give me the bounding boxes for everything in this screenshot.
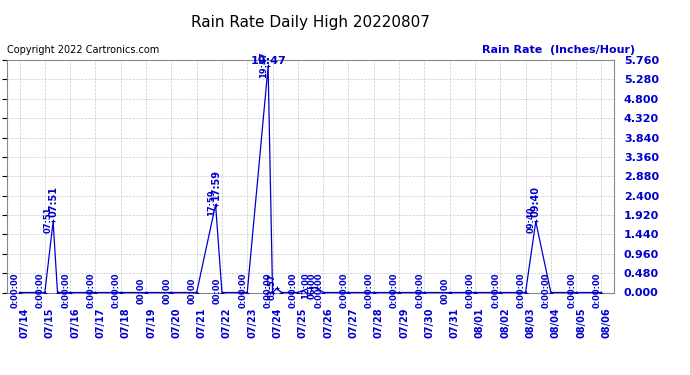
Text: Rain Rate  (Inches/Hour): Rain Rate (Inches/Hour) bbox=[482, 45, 635, 55]
Text: 07/27: 07/27 bbox=[348, 308, 358, 338]
Text: 07/25: 07/25 bbox=[298, 308, 308, 338]
Text: 09:40: 09:40 bbox=[531, 186, 541, 217]
Text: 0:00:00: 0:00:00 bbox=[289, 273, 298, 308]
Text: 08/06: 08/06 bbox=[602, 308, 611, 338]
Text: 07:51: 07:51 bbox=[44, 206, 53, 233]
Text: 07/23: 07/23 bbox=[247, 308, 257, 338]
Text: 0:00:00: 0:00:00 bbox=[264, 273, 273, 308]
Text: 0:00:00: 0:00:00 bbox=[365, 273, 374, 308]
Text: 0:00:00: 0:00:00 bbox=[61, 273, 70, 308]
Text: 19:47: 19:47 bbox=[250, 56, 286, 66]
Text: 19:47: 19:47 bbox=[259, 51, 268, 78]
Text: 07/28: 07/28 bbox=[374, 308, 384, 338]
Text: 07/20: 07/20 bbox=[171, 308, 181, 338]
Text: 00:00: 00:00 bbox=[441, 277, 450, 304]
Text: 07/17: 07/17 bbox=[95, 308, 106, 338]
Text: 09:40: 09:40 bbox=[526, 206, 535, 233]
Text: 08/05: 08/05 bbox=[576, 308, 586, 338]
Text: 17:59: 17:59 bbox=[210, 169, 221, 200]
Text: 06:00: 06:00 bbox=[308, 272, 317, 299]
Text: 07/15: 07/15 bbox=[45, 308, 55, 338]
Text: 07/14: 07/14 bbox=[19, 308, 30, 338]
Text: 03:57: 03:57 bbox=[268, 273, 277, 300]
Text: 00:00: 00:00 bbox=[213, 277, 222, 304]
Text: 0:00:00: 0:00:00 bbox=[415, 273, 424, 308]
Text: Copyright 2022 Cartronics.com: Copyright 2022 Cartronics.com bbox=[7, 45, 159, 55]
Text: 00:00: 00:00 bbox=[188, 277, 197, 304]
Text: 07/18: 07/18 bbox=[121, 308, 130, 338]
Text: 0:00:00: 0:00:00 bbox=[466, 273, 475, 308]
Text: 07/24: 07/24 bbox=[273, 308, 282, 338]
Text: 07/16: 07/16 bbox=[70, 308, 80, 338]
Text: 07/22: 07/22 bbox=[222, 308, 232, 338]
Text: 12:00: 12:00 bbox=[302, 272, 310, 299]
Text: 07:51: 07:51 bbox=[48, 186, 58, 217]
Text: 0:00:00: 0:00:00 bbox=[36, 273, 45, 308]
Text: 17:59: 17:59 bbox=[206, 189, 215, 216]
Text: 07/30: 07/30 bbox=[424, 308, 434, 338]
Text: 08/01: 08/01 bbox=[475, 308, 485, 338]
Text: 0:00:00: 0:00:00 bbox=[238, 273, 247, 308]
Text: 0:00:00: 0:00:00 bbox=[390, 273, 399, 308]
Text: 07/19: 07/19 bbox=[146, 308, 156, 338]
Text: 0:00:00: 0:00:00 bbox=[112, 273, 121, 308]
Text: 07/31: 07/31 bbox=[450, 308, 460, 338]
Text: 0:00:00: 0:00:00 bbox=[86, 273, 95, 308]
Text: 00:00: 00:00 bbox=[162, 277, 171, 304]
Text: 0:00:00: 0:00:00 bbox=[593, 273, 602, 308]
Text: 08/03: 08/03 bbox=[526, 308, 535, 338]
Text: 07/21: 07/21 bbox=[197, 308, 206, 338]
Text: 0:00:00: 0:00:00 bbox=[339, 273, 348, 308]
Text: 0:00:00: 0:00:00 bbox=[314, 273, 323, 308]
Text: 0:00:00: 0:00:00 bbox=[10, 273, 19, 308]
Text: 07/29: 07/29 bbox=[399, 308, 409, 338]
Text: 08/02: 08/02 bbox=[500, 308, 510, 338]
Text: Rain Rate Daily High 20220807: Rain Rate Daily High 20220807 bbox=[191, 15, 430, 30]
Text: 0:00:00: 0:00:00 bbox=[542, 273, 551, 308]
Text: 00:00: 00:00 bbox=[137, 277, 146, 304]
Text: 0:00:00: 0:00:00 bbox=[517, 273, 526, 308]
Text: 0:00:00: 0:00:00 bbox=[567, 273, 576, 308]
Text: 08/04: 08/04 bbox=[551, 308, 561, 338]
Text: 0:00:00: 0:00:00 bbox=[491, 273, 500, 308]
Text: 07/26: 07/26 bbox=[323, 308, 333, 338]
